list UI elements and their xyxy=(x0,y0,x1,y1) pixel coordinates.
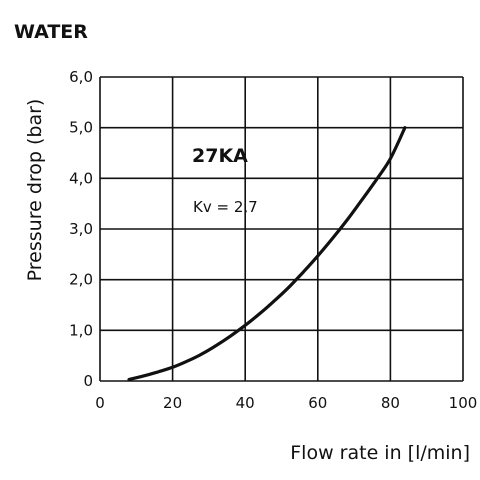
x-tick-label: 20 xyxy=(163,394,182,412)
series-line-0 xyxy=(127,126,407,382)
y-tick-label: 2,0 xyxy=(69,271,93,289)
kv-label: Kv = 2,7 xyxy=(193,198,258,216)
y-tick-label: 3,0 xyxy=(69,220,93,238)
x-tick-label: 100 xyxy=(449,394,478,412)
x-tick-label: 80 xyxy=(381,394,400,412)
x-tick-label: 0 xyxy=(95,394,105,412)
x-tick-label: 60 xyxy=(308,394,327,412)
x-tick-label: 40 xyxy=(236,394,255,412)
y-tick-label: 6,0 xyxy=(69,68,93,86)
plot-grid xyxy=(99,76,464,382)
model-label: 27KA xyxy=(192,145,248,167)
chart-heading: WATER xyxy=(14,21,88,43)
y-tick-label: 0 xyxy=(83,372,93,390)
series-layer xyxy=(127,126,407,382)
y-tick-label: 1,0 xyxy=(69,321,93,339)
y-axis-label: Pressure drop (bar) xyxy=(24,99,46,282)
y-tick-label: 4,0 xyxy=(69,169,93,187)
y-tick-label: 5,0 xyxy=(69,119,93,137)
tick-labels: 0 20 40 60 80 100 0 1,0 2,0 3,0 4,0 5,0 6,0 xyxy=(69,68,477,412)
x-axis-label: Flow rate in [l/min] xyxy=(290,442,470,464)
annotations: 27KA Kv = 2,7 xyxy=(192,145,258,216)
